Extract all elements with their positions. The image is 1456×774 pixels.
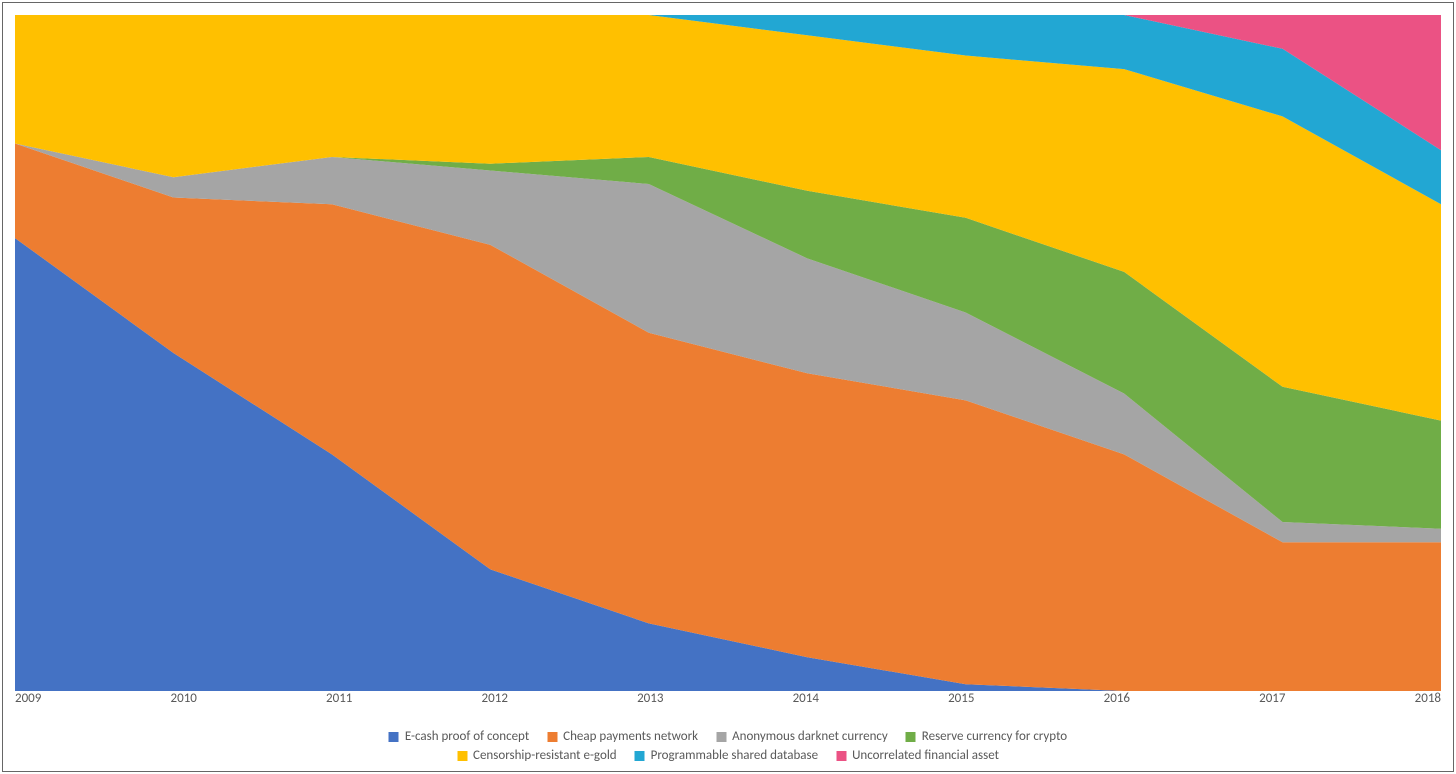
plot-area — [15, 15, 1441, 691]
legend-swatch — [457, 751, 467, 761]
legend-label: Uncorrelated financial asset — [852, 748, 999, 763]
legend-label: Cheap payments network — [563, 729, 698, 744]
legend-swatch — [389, 732, 399, 742]
x-tick-label: 2009 — [15, 691, 41, 711]
legend-item: Reserve currency for crypto — [906, 729, 1067, 744]
legend-swatch — [547, 732, 557, 742]
legend-label: Programmable shared database — [651, 748, 818, 763]
stacked-area-svg — [15, 15, 1441, 691]
x-tick-label: 2013 — [637, 691, 663, 711]
legend-label: Censorship-resistant e-gold — [473, 748, 617, 763]
x-tick-label: 2010 — [171, 691, 197, 711]
legend-item: E-cash proof of concept — [389, 729, 529, 744]
legend-swatch — [836, 751, 846, 761]
legend-item: Cheap payments network — [547, 729, 698, 744]
x-tick-label: 2016 — [1104, 691, 1130, 711]
x-tick-label: 2015 — [948, 691, 974, 711]
legend-swatch — [635, 751, 645, 761]
legend-item: Programmable shared database — [635, 748, 818, 763]
legend: E-cash proof of concept Cheap payments ne… — [366, 729, 1091, 763]
legend-label: Anonymous darknet currency — [732, 729, 888, 744]
chart-frame: 2009 2010 2011 2012 2013 2014 2015 2016 2017 2018… — [2, 2, 1454, 772]
x-tick-label: 2017 — [1259, 691, 1285, 711]
legend-swatch — [906, 732, 916, 742]
legend-swatch — [716, 732, 726, 742]
legend-label: E-cash proof of concept — [405, 729, 529, 744]
x-axis: 2009 2010 2011 2012 2013 2014 2015 2016 2017 2018 — [15, 691, 1441, 711]
legend-item: Uncorrelated financial asset — [836, 748, 999, 763]
legend-item: Censorship-resistant e-gold — [457, 748, 617, 763]
x-tick-label: 2011 — [326, 691, 352, 711]
x-tick-label: 2014 — [793, 691, 819, 711]
x-tick-label: 2012 — [482, 691, 508, 711]
legend-item: Anonymous darknet currency — [716, 729, 888, 744]
x-tick-label: 2018 — [1415, 691, 1441, 711]
legend-label: Reserve currency for crypto — [922, 729, 1067, 744]
